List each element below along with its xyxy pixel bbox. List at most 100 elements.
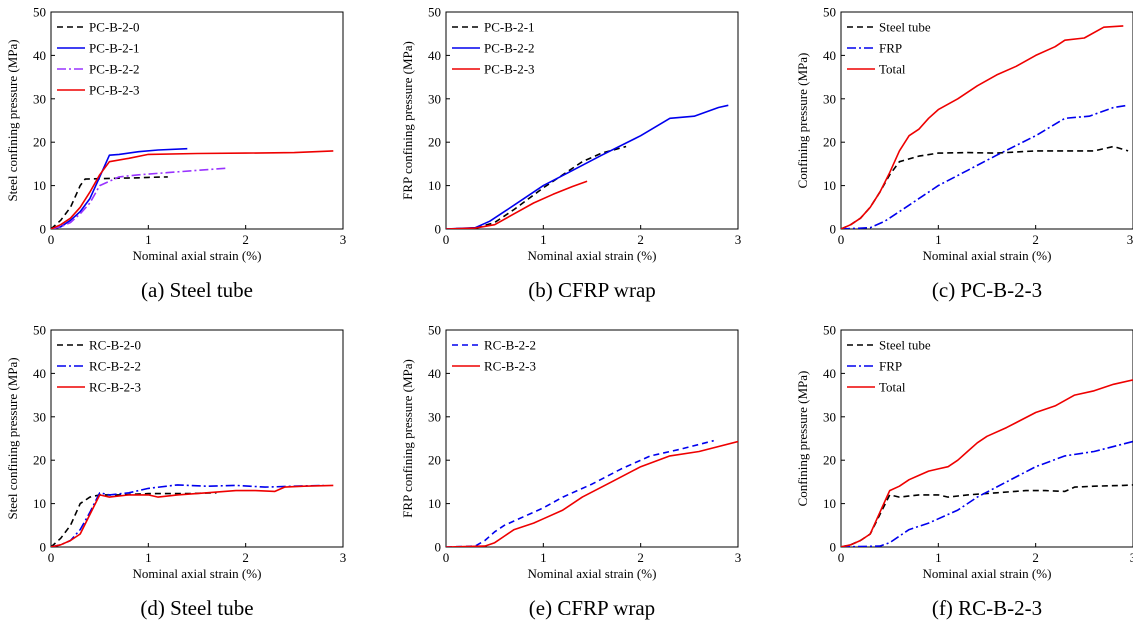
y-axis-label: Steel confining pressure (MPa): [5, 357, 20, 519]
legend-label-0: RC-B-2-2: [484, 338, 536, 353]
y-axis-label: Confining pressure (MPa): [795, 53, 810, 189]
legend-label-2: RC-B-2-3: [89, 380, 141, 395]
legend-label-0: PC-B-2-0: [89, 20, 140, 35]
y-axis-label: FRP confining pressure (MPa): [400, 359, 415, 518]
x-tick-label: 0: [838, 232, 845, 247]
legend-label-0: Steel tube: [879, 338, 931, 353]
y-tick-label: 50: [33, 323, 46, 338]
y-tick-label: 30: [428, 91, 441, 106]
legend-label-1: PC-B-2-1: [89, 41, 140, 56]
legend-label-3: PC-B-2-3: [89, 83, 140, 98]
x-axis-label: Nominal axial strain (%): [133, 248, 262, 263]
x-tick-label: 3: [735, 550, 742, 565]
x-axis-label: Nominal axial strain (%): [133, 566, 262, 581]
x-tick-label: 2: [637, 232, 644, 247]
y-tick-label: 20: [428, 453, 441, 468]
y-tick-label: 50: [823, 323, 836, 338]
x-tick-label: 1: [145, 550, 152, 565]
series-line-2: [446, 180, 588, 229]
y-tick-label: 50: [428, 323, 441, 338]
y-tick-label: 20: [33, 453, 46, 468]
legend-label-1: FRP: [879, 41, 902, 56]
series-line-2: [51, 167, 227, 229]
y-tick-label: 10: [823, 496, 836, 511]
legend-label-2: PC-B-2-3: [484, 62, 535, 77]
series-line-1: [51, 484, 324, 547]
y-tick-label: 10: [33, 496, 46, 511]
x-tick-label: 2: [637, 550, 644, 565]
y-tick-label: 30: [428, 409, 441, 424]
y-tick-label: 0: [435, 222, 442, 237]
y-tick-label: 10: [823, 178, 836, 193]
y-tick-label: 0: [40, 222, 47, 237]
x-tick-label: 1: [540, 550, 547, 565]
x-axis-label: Nominal axial strain (%): [923, 248, 1052, 263]
plot-frame: [50, 329, 344, 548]
series-line-3: [51, 150, 334, 229]
series-line-2: [841, 379, 1133, 547]
y-tick-label: 40: [33, 48, 46, 63]
y-tick-label: 40: [428, 48, 441, 63]
legend-label-0: RC-B-2-0: [89, 338, 141, 353]
x-tick-label: 0: [443, 550, 450, 565]
panel-caption: (a) Steel tube: [141, 278, 253, 302]
x-axis-label: Nominal axial strain (%): [528, 566, 657, 581]
plot-frame: [840, 329, 1133, 548]
x-tick-label: 1: [935, 550, 942, 565]
series-line-1: [446, 440, 738, 547]
series-line-1: [841, 104, 1129, 229]
panel-caption: (f) RC-B-2-3: [932, 596, 1042, 620]
y-tick-label: 30: [33, 409, 46, 424]
x-tick-label: 3: [735, 232, 742, 247]
plot-frame: [50, 11, 344, 230]
y-tick-label: 10: [33, 178, 46, 193]
y-tick-label: 0: [435, 540, 442, 555]
x-tick-label: 0: [48, 550, 55, 565]
series-line-0: [51, 492, 217, 547]
x-tick-label: 3: [340, 232, 347, 247]
y-axis-label: Confining pressure (MPa): [795, 371, 810, 507]
legend-label-2: Total: [879, 62, 906, 77]
panel-caption: (c) PC-B-2-3: [932, 278, 1042, 302]
plot-frame: [840, 11, 1133, 230]
series-line-0: [446, 145, 627, 229]
x-tick-label: 0: [443, 232, 450, 247]
series-line-1: [51, 147, 188, 229]
x-axis-label: Nominal axial strain (%): [528, 248, 657, 263]
x-tick-label: 1: [935, 232, 942, 247]
x-tick-label: 1: [540, 232, 547, 247]
y-tick-label: 40: [33, 366, 46, 381]
plot-frame: [445, 329, 739, 548]
x-tick-label: 0: [48, 232, 55, 247]
legend-label-0: PC-B-2-1: [484, 20, 535, 35]
series-line-0: [841, 484, 1133, 547]
y-tick-label: 20: [823, 135, 836, 150]
legend-label-1: FRP: [879, 359, 902, 374]
x-tick-label: 0: [838, 550, 845, 565]
y-tick-label: 20: [823, 453, 836, 468]
y-tick-label: 0: [40, 540, 47, 555]
panel-caption: (e) CFRP wrap: [529, 596, 655, 620]
series-line-2: [841, 25, 1124, 229]
series-line-1: [446, 104, 729, 229]
y-tick-label: 20: [428, 135, 441, 150]
x-tick-label: 1: [145, 232, 152, 247]
legend-label-2: PC-B-2-2: [89, 62, 140, 77]
y-tick-label: 40: [823, 48, 836, 63]
y-tick-label: 10: [428, 178, 441, 193]
x-axis-label: Nominal axial strain (%): [923, 566, 1052, 581]
series-line-0: [446, 439, 714, 547]
x-tick-label: 3: [340, 550, 347, 565]
x-tick-label: 3: [1130, 550, 1133, 565]
x-tick-label: 2: [1032, 232, 1039, 247]
plot-frame: [445, 11, 739, 230]
series-line-0: [51, 176, 168, 229]
panel-caption: (b) CFRP wrap: [528, 278, 656, 302]
y-axis-label: Steel confining pressure (MPa): [5, 39, 20, 201]
y-axis-label: FRP confining pressure (MPa): [400, 41, 415, 200]
